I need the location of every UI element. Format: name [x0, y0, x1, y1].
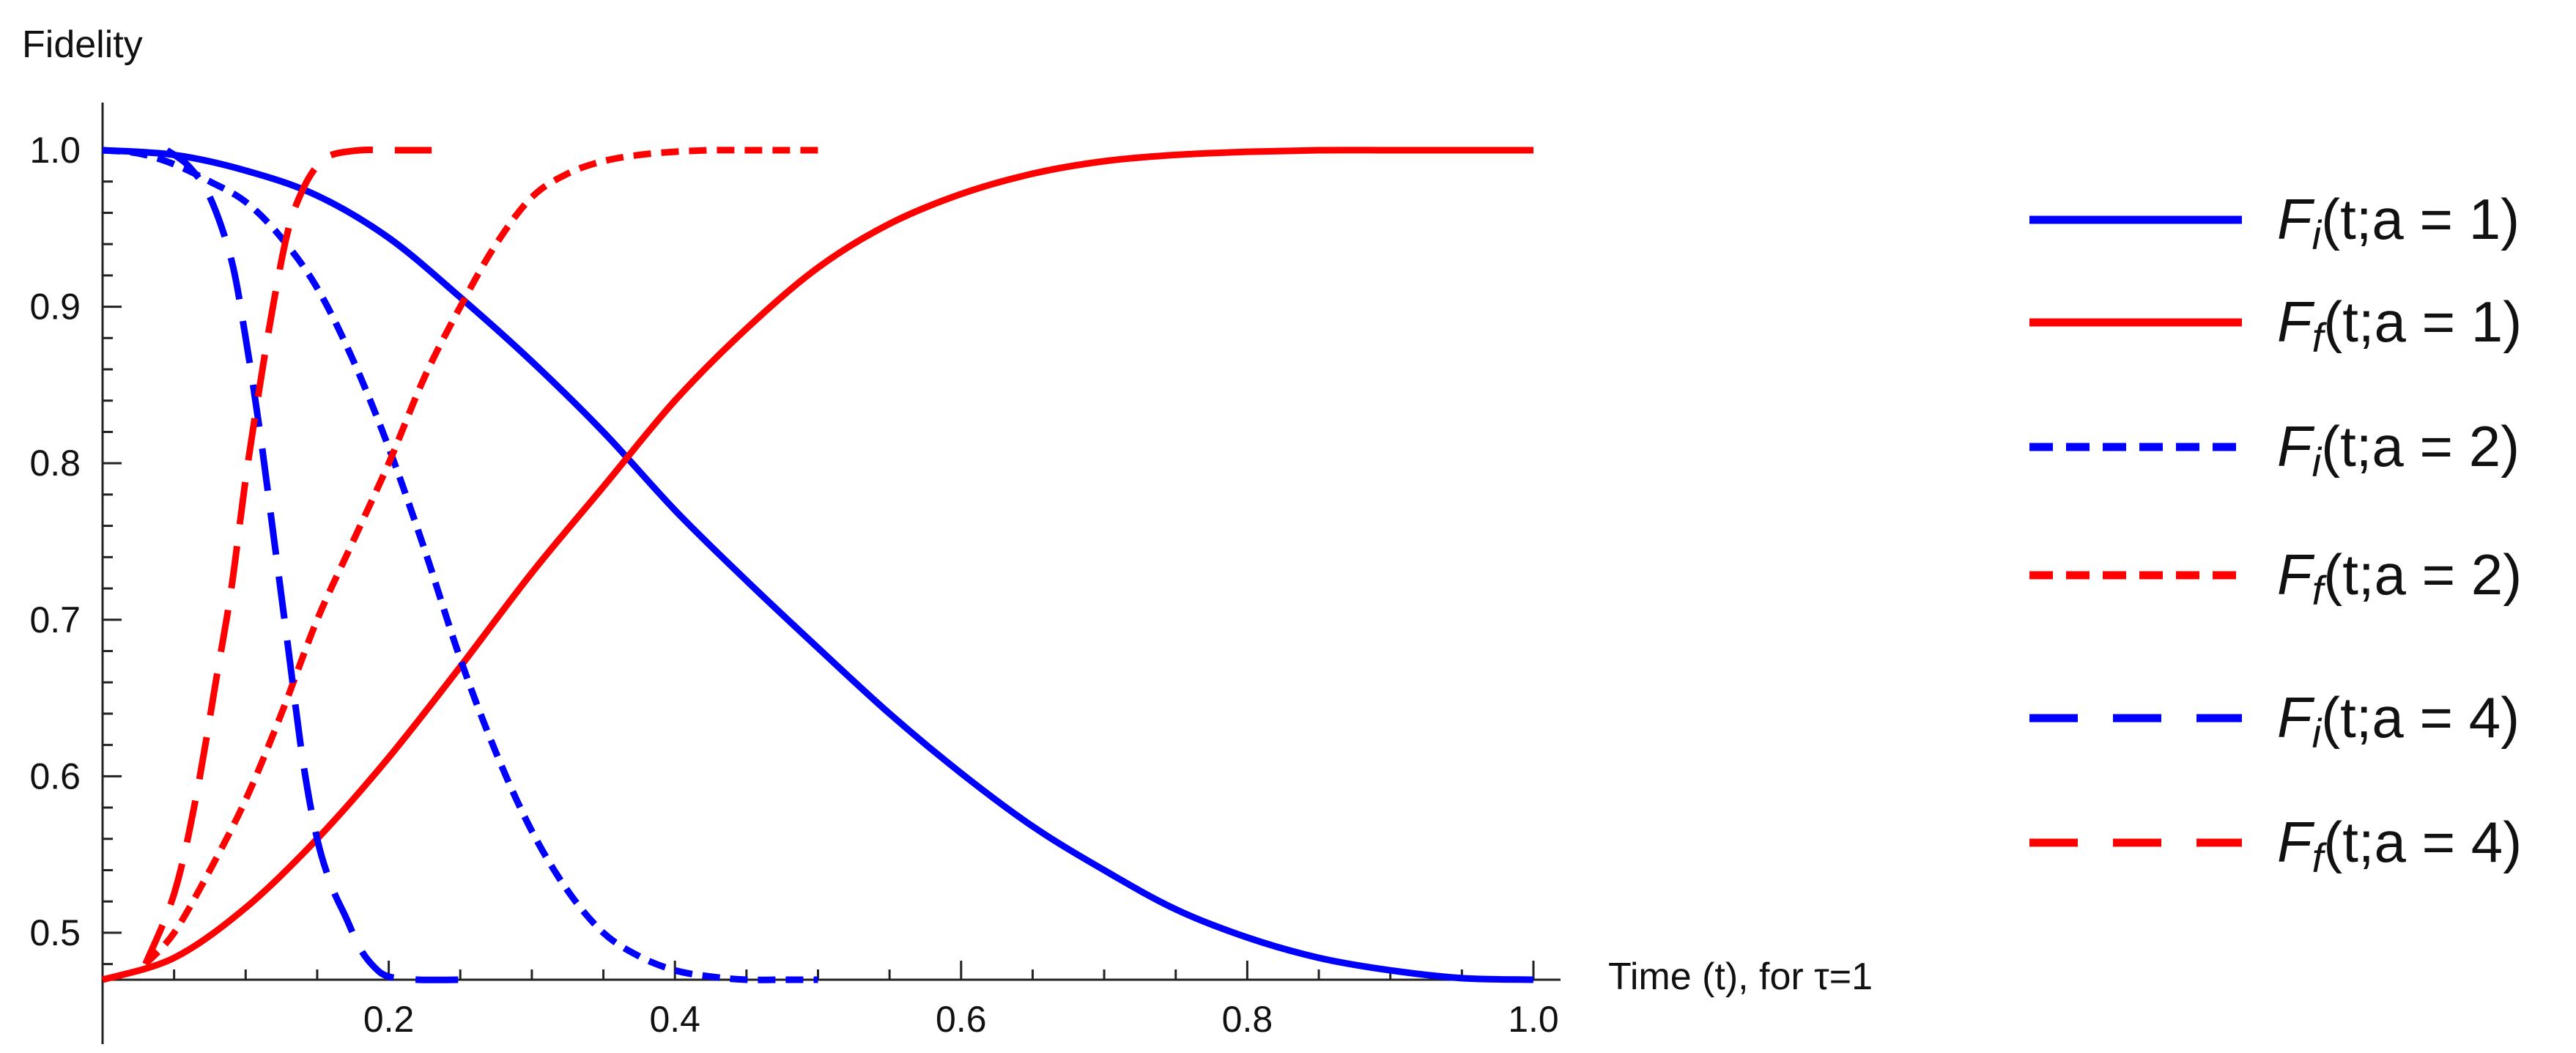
- y-axis-title: Fidelity: [22, 23, 143, 66]
- legend-label-4: Fi(t;a = 4): [2277, 685, 2520, 756]
- y-tick-label: 0.8: [29, 443, 81, 484]
- y-tick-label: 0.7: [29, 599, 81, 640]
- plot-area: [101, 147, 1534, 983]
- series-line-3: [143, 147, 818, 967]
- y-tick-label: 0.5: [29, 912, 81, 953]
- x-tick-label: 0.8: [1222, 999, 1273, 1040]
- legend-label-1: Ff(t;a = 1): [2277, 289, 2522, 361]
- x-tick-label: 0.4: [649, 999, 700, 1040]
- x-tick-label: 0.2: [363, 999, 415, 1040]
- series-line-4: [165, 147, 461, 983]
- y-tick-label: 1.0: [29, 130, 81, 171]
- y-tick-label: 0.9: [29, 287, 81, 328]
- legend-label-3: Ff(t;a = 2): [2277, 542, 2522, 613]
- series-line-1: [101, 147, 1533, 983]
- y-tick-label: 0.6: [29, 755, 81, 797]
- axes: 0.2 0.4 0.6 0.8 1.0 0.5 0.6 0.7 0.8 0.9 1.0: [29, 103, 1561, 1044]
- legend-label-0: Fi(t;a = 1): [2277, 187, 2520, 258]
- legend-label-5: Ff(t;a = 4): [2277, 810, 2522, 881]
- legend-label-2: Fi(t;a = 2): [2277, 414, 2520, 485]
- series-line-0: [102, 147, 1534, 983]
- series-line-5: [142, 147, 432, 966]
- x-axis-title: Time (t), for τ=1: [1608, 956, 1873, 998]
- series-line-2: [102, 147, 818, 983]
- x-tick-label: 1.0: [1508, 999, 1559, 1040]
- legend: Fi(t;a = 1) Ff(t;a = 1) Fi(t;a = 2) Ff(t;a …: [2029, 187, 2522, 881]
- x-tick-label: 0.6: [936, 999, 987, 1040]
